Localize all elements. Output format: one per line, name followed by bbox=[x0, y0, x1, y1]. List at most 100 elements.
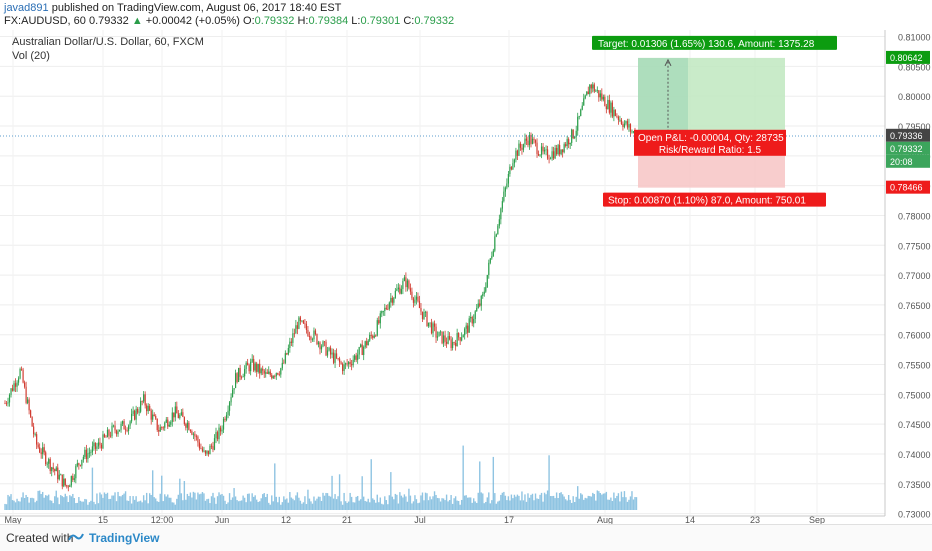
candle-body bbox=[486, 274, 488, 288]
volume-bar bbox=[587, 495, 589, 510]
target-price-badge-bg bbox=[886, 50, 930, 64]
volume-legend: Vol (20) bbox=[12, 50, 50, 62]
candle-body bbox=[562, 149, 564, 153]
volume-bar bbox=[185, 499, 187, 510]
volume-bar bbox=[212, 492, 214, 510]
candle-body bbox=[445, 341, 448, 344]
y-tick-label: 0.77000 bbox=[898, 271, 931, 281]
candle-body bbox=[188, 422, 190, 430]
candle-body bbox=[358, 347, 360, 355]
candle-body bbox=[354, 355, 356, 360]
volume-bar bbox=[319, 496, 321, 510]
volume-bar bbox=[120, 496, 122, 510]
candle-body bbox=[378, 320, 380, 324]
candle-body bbox=[436, 336, 439, 338]
candle-body bbox=[522, 144, 525, 150]
candle-body bbox=[209, 445, 211, 455]
volume-bar bbox=[388, 495, 391, 510]
volume-bar bbox=[10, 494, 12, 510]
volume-bar bbox=[156, 501, 158, 510]
volume-bar bbox=[72, 493, 74, 510]
tradingview-brand[interactable]: TradingView bbox=[89, 531, 160, 545]
volume-bar bbox=[566, 500, 568, 510]
stop-label-group[interactable]: Stop: 0.00870 (1.10%) 87.0, Amount: 750.… bbox=[603, 192, 826, 207]
candle-body bbox=[260, 368, 262, 374]
target-zone[interactable] bbox=[638, 57, 785, 136]
price-axis[interactable] bbox=[885, 30, 932, 516]
volume-bar bbox=[91, 467, 94, 510]
candle-body bbox=[58, 474, 60, 480]
volume-bar bbox=[634, 497, 636, 510]
chart-area[interactable]: Target: 0.01306 (1.65%) 130.6, Amount: 1… bbox=[0, 30, 932, 525]
volume-bar bbox=[476, 502, 478, 510]
volume-bar bbox=[564, 499, 567, 510]
candle-body bbox=[449, 336, 451, 340]
candle-body bbox=[212, 446, 214, 450]
candle-body bbox=[614, 109, 616, 116]
high-value: 0.79384 bbox=[308, 15, 349, 27]
candle-body bbox=[337, 358, 339, 359]
volume-bar bbox=[614, 498, 617, 510]
candle-body bbox=[227, 410, 229, 415]
volume-bar bbox=[52, 503, 54, 510]
candle-body bbox=[244, 368, 246, 377]
volume-bar bbox=[384, 496, 386, 510]
volume-bar bbox=[206, 499, 208, 510]
volume-bar bbox=[349, 492, 351, 510]
volume-bar bbox=[335, 499, 338, 510]
volume-bar bbox=[409, 495, 412, 510]
volume-bar bbox=[524, 494, 526, 510]
candle-body bbox=[326, 350, 329, 356]
volume-bar bbox=[451, 503, 454, 510]
volume-bar bbox=[513, 494, 516, 510]
volume-bar bbox=[447, 501, 449, 510]
volume-bar bbox=[418, 502, 421, 510]
entry-price-badge: 0.79336 bbox=[890, 131, 923, 141]
volume-bar bbox=[129, 496, 131, 510]
candle-body bbox=[599, 93, 601, 98]
candle-body bbox=[379, 313, 381, 324]
y-tick-label: 0.80000 bbox=[898, 92, 931, 102]
volume-bar bbox=[123, 493, 125, 510]
candle-body bbox=[313, 330, 315, 340]
volume-bar bbox=[61, 496, 63, 510]
volume-bar bbox=[379, 497, 381, 510]
volume-bar bbox=[168, 497, 170, 510]
volume-bar bbox=[507, 496, 510, 510]
candle-body bbox=[334, 353, 336, 363]
x-tick-label: 14 bbox=[685, 515, 695, 524]
position-overlay[interactable]: Target: 0.01306 (1.65%) 130.6, Amount: 1… bbox=[0, 35, 885, 207]
open-pnl-label: Open P&L: -0.00004, Qty: 28735 bbox=[638, 133, 784, 144]
candle-body bbox=[424, 311, 427, 313]
volume-bar bbox=[171, 502, 173, 510]
candle-body bbox=[138, 411, 140, 413]
candle-body bbox=[545, 149, 547, 151]
author-link[interactable]: javad891 bbox=[4, 2, 49, 14]
candle-body bbox=[512, 163, 514, 170]
volume-bar bbox=[405, 496, 407, 510]
candle-body bbox=[464, 328, 466, 336]
volume-bar bbox=[240, 500, 243, 510]
target-label-group[interactable]: Target: 0.01306 (1.65%) 130.6, Amount: 1… bbox=[592, 35, 837, 50]
candle-body bbox=[269, 371, 271, 375]
volume-bar bbox=[102, 497, 104, 510]
candle-body bbox=[262, 368, 264, 371]
price-chart[interactable]: Target: 0.01306 (1.65%) 130.6, Amount: 1… bbox=[0, 30, 932, 525]
pnl-label-group[interactable]: Open P&L: -0.00004, Qty: 28735Risk/Rewar… bbox=[634, 129, 786, 156]
candle-body bbox=[296, 325, 298, 329]
candle-body bbox=[143, 394, 145, 402]
volume-bar bbox=[29, 497, 32, 510]
low-label: L: bbox=[351, 15, 361, 27]
candle-body bbox=[539, 154, 541, 156]
x-tick-label: 17 bbox=[504, 515, 514, 524]
volume-bar bbox=[63, 497, 65, 510]
candle-body bbox=[423, 312, 425, 319]
position-zones[interactable] bbox=[638, 57, 785, 188]
volume-bar bbox=[32, 498, 35, 510]
volume-bar bbox=[334, 494, 336, 510]
volume-bar bbox=[48, 494, 50, 510]
volume-bar bbox=[43, 497, 45, 510]
volume-bar bbox=[194, 492, 196, 510]
candle-body bbox=[465, 325, 467, 329]
volume-bar bbox=[57, 497, 59, 510]
